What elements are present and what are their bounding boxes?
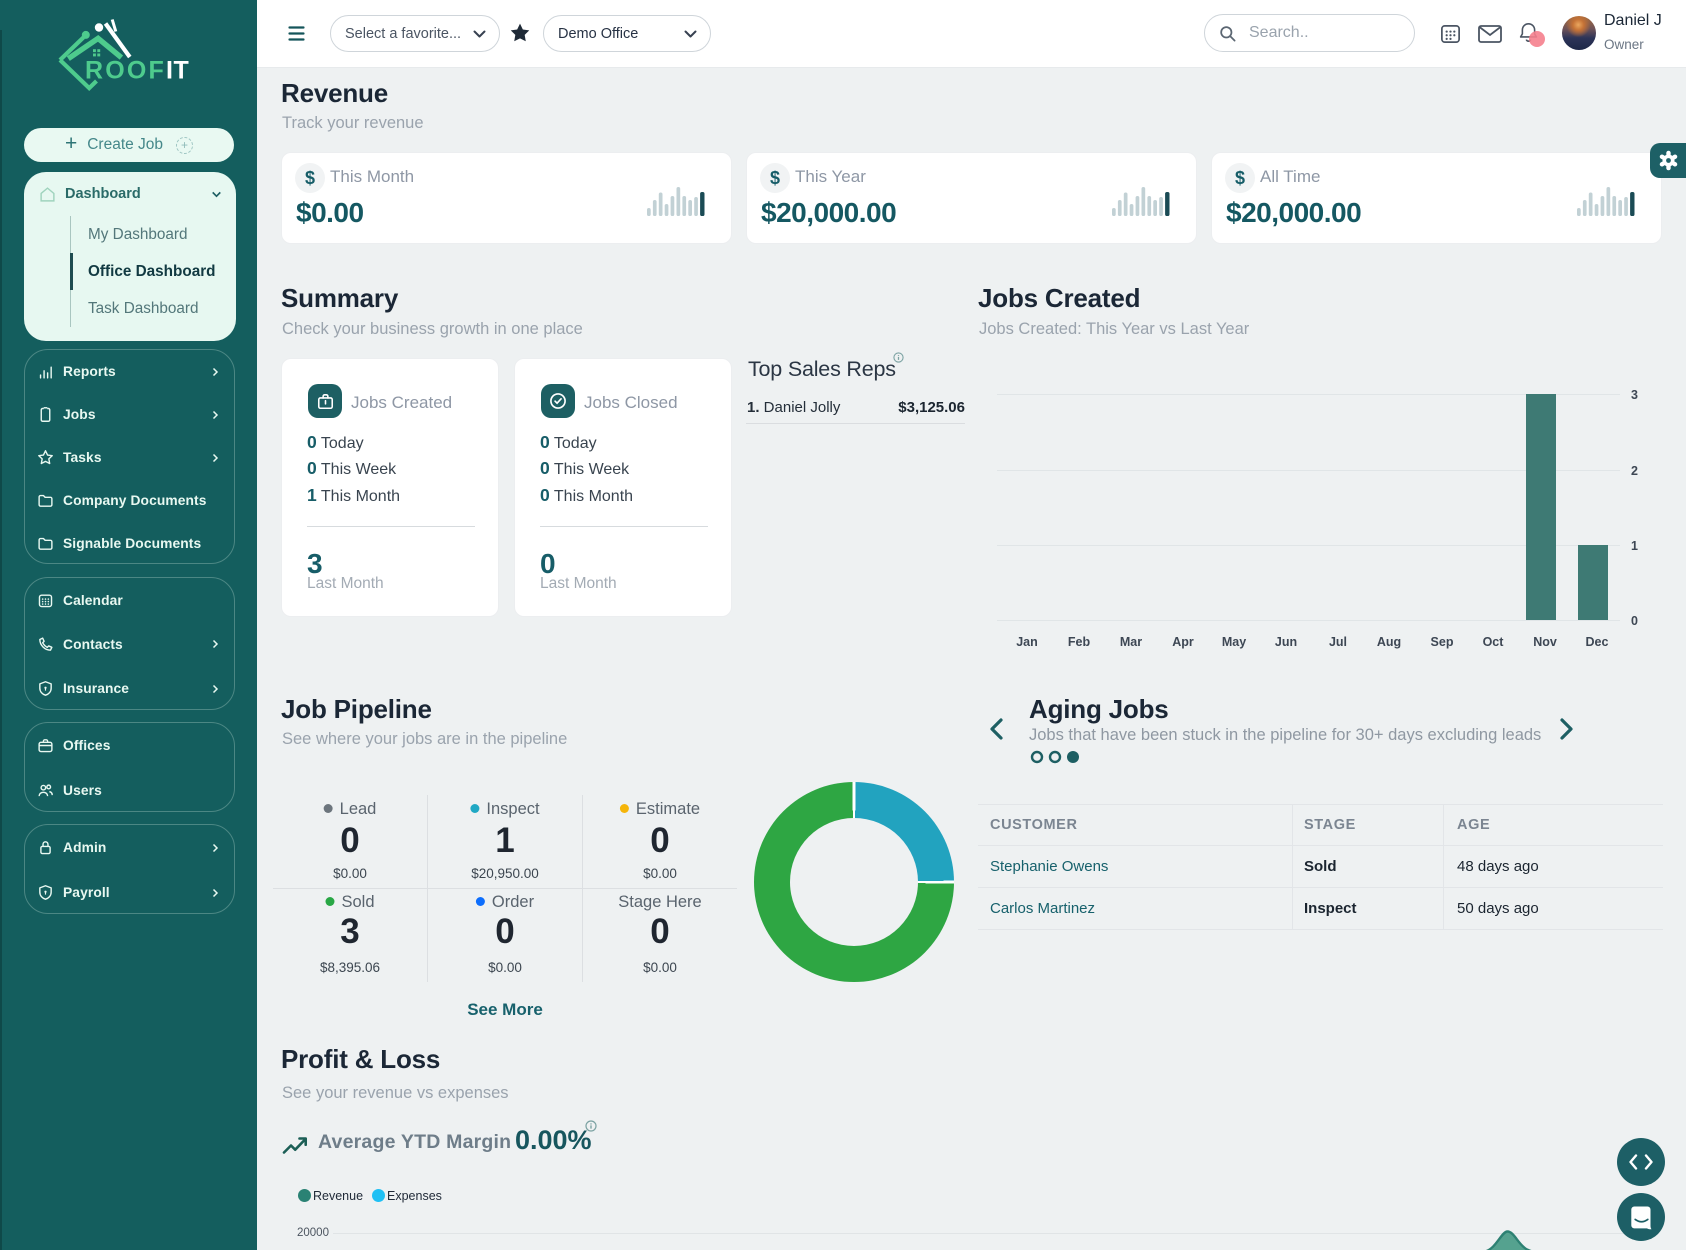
svg-text:Dec: Dec — [1586, 635, 1609, 649]
svg-text:Jun: Jun — [1275, 635, 1297, 649]
svg-text:Jul: Jul — [1329, 635, 1347, 649]
svg-text:Sep: Sep — [1431, 635, 1454, 649]
svg-text:Nov: Nov — [1533, 635, 1557, 649]
svg-text:2: 2 — [1631, 464, 1638, 478]
svg-text:Mar: Mar — [1120, 635, 1142, 649]
svg-text:ROOFIT: ROOFIT — [85, 57, 189, 85]
svg-text:Aug: Aug — [1377, 635, 1401, 649]
svg-text:Jan: Jan — [1016, 635, 1038, 649]
svg-text:Feb: Feb — [1068, 635, 1091, 649]
svg-text:Apr: Apr — [1172, 635, 1194, 649]
svg-text:1: 1 — [1631, 539, 1638, 553]
svg-text:Oct: Oct — [1483, 635, 1505, 649]
svg-text:0: 0 — [1631, 614, 1638, 628]
svg-text:3: 3 — [1631, 388, 1638, 402]
svg-text:May: May — [1222, 635, 1246, 649]
